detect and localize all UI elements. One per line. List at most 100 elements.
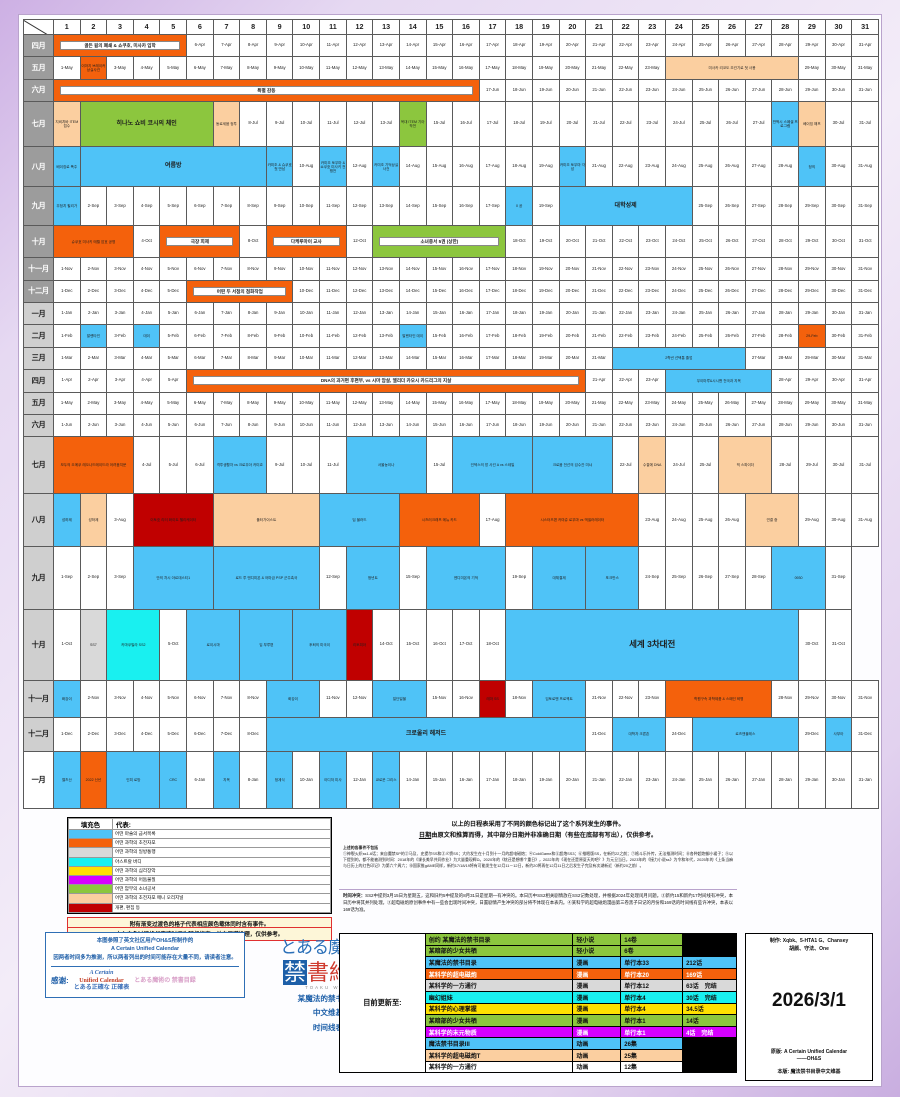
day-cell[interactable]: 21-May [585, 56, 613, 80]
day-cell[interactable]: 7-Sep [212, 186, 241, 226]
day-cell[interactable]: 24-Feb [665, 324, 693, 348]
day-cell[interactable]: 15-Jul [425, 101, 454, 147]
event-cell[interactable]: 다케루마이 교사 [265, 224, 347, 259]
day-cell[interactable]: 3-Nov [106, 257, 134, 281]
day-cell[interactable]: 28-Dec [771, 279, 800, 304]
day-cell[interactable]: 21-Jan [585, 302, 613, 326]
day-cell[interactable]: 19-May [531, 391, 560, 415]
day-cell[interactable]: 8-Nov [239, 257, 267, 281]
day-cell[interactable]: 28-Jun [771, 413, 800, 438]
day-cell[interactable]: 27-Jan [744, 751, 773, 809]
day-cell[interactable]: 4-Nov [132, 257, 161, 281]
day-cell[interactable]: 12-Apr [345, 33, 374, 58]
day-cell[interactable]: 2-Sep [79, 186, 108, 226]
day-cell[interactable]: 4-Oct [132, 224, 161, 259]
day-cell[interactable]: 22-Apr [611, 33, 640, 58]
day-cell[interactable]: 21-Jun [585, 78, 613, 103]
month-row[interactable]: 八月 베이징로 폭주 여름방 카미조 & 슈쿠호 첫 만남 10-Aug 카미조 토우마 … [23, 145, 879, 188]
day-cell[interactable]: 9-Feb [265, 324, 294, 348]
event-cell[interactable]: 일단일블 [372, 679, 427, 718]
day-cell[interactable]: 3-Dec [106, 279, 134, 304]
day-cell[interactable]: 20-Oct [558, 224, 587, 259]
day-cell[interactable]: 5-May [159, 391, 188, 415]
month-row[interactable]: 十月 1-Oct SS7 카마쿠빌라 SS2 5-Oct 로이시마 입 부루편 후퇴의 미국이… [23, 608, 879, 681]
day-cell[interactable]: 17-May [478, 56, 507, 80]
day-cell[interactable]: 27-Nov [744, 257, 773, 281]
day-cell[interactable]: 6-Mar [186, 346, 214, 371]
event-cell[interactable]: 베이징로 폭주 [53, 145, 81, 188]
day-cell[interactable]: 29-Jul [798, 436, 826, 495]
day-cell[interactable]: 19-May [531, 56, 560, 80]
day-cell[interactable]: 13-Sep [372, 186, 400, 226]
day-cell[interactable]: 31-Sep [851, 186, 879, 226]
day-cell[interactable]: 15-Jul [425, 436, 454, 495]
event-cell[interactable]: 2022 신년 [79, 751, 108, 809]
day-cell[interactable]: 4-May [132, 391, 161, 415]
day-cell[interactable]: 5-Oct [159, 608, 188, 681]
event-cell[interactable]: 이토호 리터 화이트 헬리케이터 [132, 493, 214, 547]
day-cell[interactable]: 11-Mar [319, 346, 347, 371]
day-cell[interactable]: 17-Aug [478, 145, 507, 188]
day-cell[interactable]: 11-Nov [319, 679, 347, 718]
day-cell[interactable]: 2-Jun [79, 413, 108, 438]
day-cell[interactable]: 13-Nov [372, 257, 400, 281]
day-cell[interactable]: 29-Nov [798, 257, 826, 281]
day-cell[interactable]: 24-Aug [665, 493, 693, 547]
day-cell[interactable]: 20-Nov [558, 257, 587, 281]
day-cell[interactable]: 16-May [452, 56, 480, 80]
day-cell[interactable]: 26-Jan [718, 751, 746, 809]
day-cell[interactable]: 10-Sep [292, 186, 321, 226]
day-cell[interactable]: 31-May [851, 391, 879, 415]
day-cell[interactable]: 25-Sep [665, 545, 693, 610]
day-cell[interactable]: 13-Dec [372, 279, 400, 304]
day-cell[interactable]: 18-Feb [505, 324, 533, 348]
event-cell[interactable]: 0 공 [505, 186, 533, 226]
day-cell[interactable]: 3-May [106, 56, 134, 80]
day-cell[interactable]: 28-May [771, 391, 800, 415]
day-cell[interactable]: 30-Jul [824, 436, 853, 495]
month-row[interactable]: 七月 지비치바 ITEM 접수 히나노 쇼비 코시의 체인 동로세움 정투 8-Jul 9… [23, 101, 879, 147]
day-cell[interactable]: 15-Sep [425, 186, 454, 226]
event-cell[interactable]: 무이마루&시시맨 천국과 지옥 [665, 369, 773, 393]
day-cell[interactable]: 27-Sep [744, 186, 773, 226]
event-cell[interactable]: 카미조 & 슈쿠호 첫 만남 [265, 145, 294, 188]
day-cell[interactable]: 22-Jan [611, 302, 640, 326]
day-cell[interactable]: 17-Jun [478, 413, 507, 438]
day-cell[interactable]: 3-Nov [106, 679, 134, 718]
day-cell[interactable]: 30-Apr [824, 369, 853, 393]
day-cell[interactable]: 15-Dec [425, 279, 454, 304]
day-cell[interactable]: 4-Mar [132, 346, 161, 371]
day-cell[interactable]: 6-Jan [186, 302, 214, 326]
day-cell[interactable]: 29-Apr [798, 33, 826, 58]
event-cell[interactable]: 입 부루편 [239, 608, 294, 681]
event-cell[interactable]: 무정치 필리가 [53, 186, 81, 226]
day-cell[interactable]: 26-Apr [718, 33, 746, 58]
day-cell[interactable]: 31-Oct [824, 608, 853, 681]
day-cell[interactable]: 8-Nov [239, 679, 267, 718]
event-cell[interactable]: 크로움 전선의 검수관 미샤 [531, 436, 613, 495]
event-cell[interactable]: 29-Feb [798, 324, 826, 348]
event-cell[interactable]: 로즈앤블레스 [691, 716, 800, 753]
day-cell[interactable]: 19-Apr [531, 33, 560, 58]
day-cell[interactable]: 24-Jul [665, 101, 693, 147]
day-cell[interactable]: 17-Jan [478, 302, 507, 326]
day-cell[interactable]: 3-Mar [106, 346, 134, 371]
day-cell[interactable]: 23-Jul [638, 101, 667, 147]
day-cell[interactable]: 12-Oct [345, 224, 374, 259]
day-cell[interactable]: 1-Nov [53, 257, 81, 281]
day-cell[interactable]: 12-Nov [345, 679, 374, 718]
day-cell[interactable]: 25-Apr [691, 33, 720, 58]
day-cell[interactable]: 26-Jun [718, 78, 746, 103]
event-cell[interactable]: 빅 스파이더 [718, 436, 773, 495]
day-cell[interactable]: 28-Nov [771, 257, 800, 281]
day-cell[interactable]: 10-Nov [292, 257, 321, 281]
day-cell[interactable]: 27-Feb [744, 324, 773, 348]
event-cell[interactable]: 수결에 DNA [638, 436, 667, 495]
day-cell[interactable]: 2-Dec [79, 279, 108, 304]
day-cell[interactable]: 6-Nov [186, 679, 214, 718]
day-cell[interactable]: 3-Sep [106, 186, 134, 226]
day-cell[interactable]: 24-Jun [665, 78, 693, 103]
day-cell[interactable]: 6-Jun [186, 413, 214, 438]
day-cell[interactable]: 12-Aug [345, 145, 374, 188]
month-row[interactable]: 十二月 1-Dec 2-Dec 3-Dec 4-Dec 5-Dec 6-Dec 7-Dec 8-… [23, 716, 879, 753]
